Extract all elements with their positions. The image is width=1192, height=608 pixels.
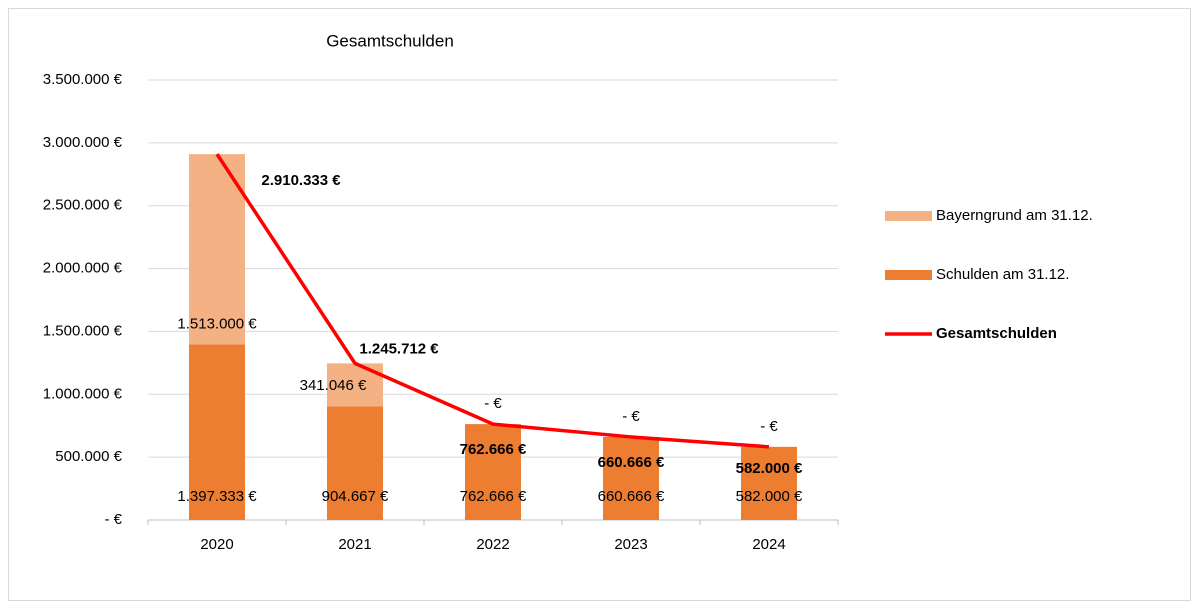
data-label: 762.666 € [460, 441, 527, 458]
data-label: - € [760, 418, 778, 435]
x-tick-label: 2021 [338, 536, 371, 553]
y-tick-label: 1.500.000 € [43, 322, 123, 339]
data-label: 341.046 € [300, 377, 367, 394]
y-tick-label: 1.000.000 € [43, 385, 123, 402]
x-tick-label: 2022 [476, 536, 509, 553]
legend-label: Schulden am 31.12. [936, 266, 1069, 283]
data-label: 1.245.712 € [359, 340, 439, 357]
data-label: 1.513.000 € [177, 315, 257, 332]
data-label: 1.397.333 € [177, 488, 257, 505]
bar [189, 154, 245, 345]
data-label: 2.910.333 € [261, 172, 341, 189]
y-tick-label: 2.500.000 € [43, 197, 123, 214]
y-tick-label: - € [104, 511, 122, 528]
data-label: 660.666 € [598, 488, 665, 505]
legend-label: Bayerngrund am 31.12. [936, 207, 1093, 224]
data-label: 582.000 € [736, 460, 803, 477]
data-label: 660.666 € [598, 454, 665, 471]
bar [741, 446, 797, 520]
line [215, 153, 770, 449]
y-tick-label: 3.000.000 € [43, 134, 123, 151]
chart-border [8, 8, 1191, 601]
legend-swatch [885, 211, 932, 221]
x-tick-label: 2020 [200, 536, 233, 553]
y-tick-label: 500.000 € [55, 448, 122, 465]
data-label: - € [622, 408, 640, 425]
data-label: 762.666 € [460, 488, 527, 505]
legend-swatch [885, 270, 932, 280]
y-tick-label: 3.500.000 € [43, 71, 123, 88]
y-tick-label: 2.000.000 € [43, 260, 123, 277]
x-tick-label: 2024 [752, 536, 785, 553]
data-label: 582.000 € [736, 488, 803, 505]
bar [189, 344, 245, 520]
legend-label: Gesamtschulden [936, 325, 1057, 342]
data-label: 904.667 € [322, 488, 389, 505]
chart-title: Gesamtschulden [326, 31, 454, 50]
x-tick-label: 2023 [614, 536, 647, 553]
data-label: - € [484, 395, 502, 412]
bar [603, 436, 659, 520]
bar [327, 406, 383, 520]
bar [465, 424, 521, 520]
